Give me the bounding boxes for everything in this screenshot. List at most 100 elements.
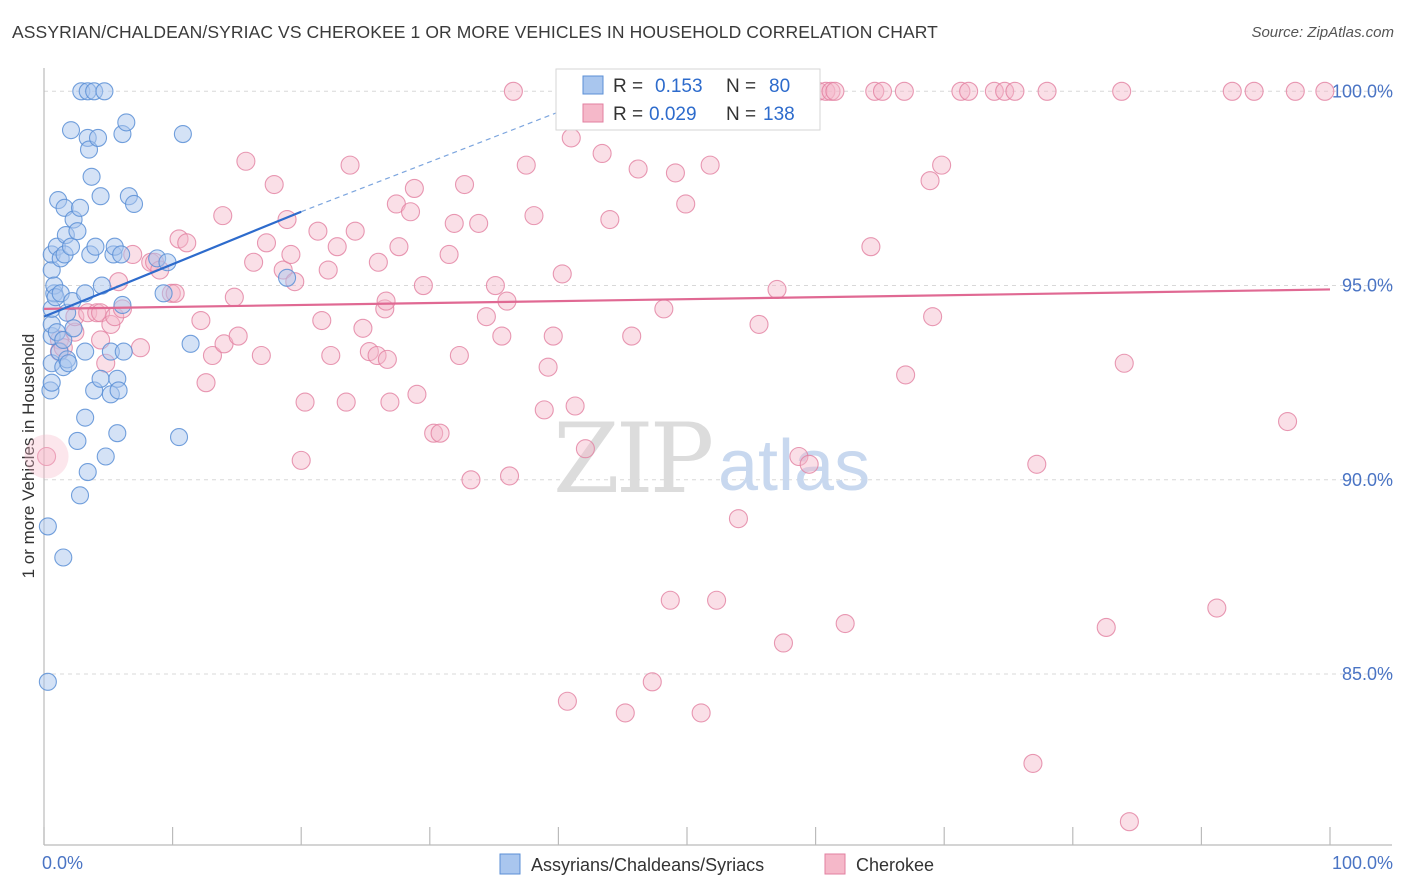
cherokee-point [835,614,855,634]
legend-swatch-blue [582,75,604,95]
cherokee-point [389,237,409,257]
legend-cherokee-swatch [824,853,846,875]
cherokee-point [499,466,520,486]
cherokee-point [923,307,943,327]
cherokee-point [894,81,914,101]
cherokee-point [676,194,696,214]
cherokee-point [789,446,809,467]
cherokee-point [469,213,489,233]
cherokee-point [691,703,711,723]
assyrians-point [70,486,90,505]
assyrians-point [112,245,131,264]
legend-assyrians-label[interactable]: Assyrians/Chaldeans/Syriacs [531,855,764,875]
cherokee-point [1315,81,1335,101]
cherokee-point [191,310,211,331]
legend-assyrians-swatch [499,853,521,875]
cherokee-point [430,423,450,443]
cherokee-point [177,233,197,253]
cherokee-point [600,209,620,230]
y-tick-label: 90.0% [1342,470,1393,490]
cherokee-point [728,509,748,529]
cherokee-point [565,396,585,416]
assyrians-point [82,167,101,186]
legend-cherokee-label[interactable]: Cherokee [856,855,934,875]
trend-lines [43,79,1331,318]
cherokee-point [534,400,554,420]
assyrians-point [173,124,192,144]
assyrians-point [59,354,78,373]
cherokee-point [377,349,397,369]
cherokee-point [368,252,388,272]
cherokee-point [444,213,464,233]
cherokee-point [707,590,727,610]
cherokee-point [407,384,427,404]
cherokee-point [380,392,400,412]
assyrians-point [95,82,114,101]
legend-pink-n-label: N = [726,104,756,125]
legend-blue-n-label: N = [726,76,756,97]
cherokee-point [524,206,544,226]
cherokee-point [1096,617,1116,637]
cherokee-point [400,202,421,222]
source-note[interactable]: Source: ZipAtlas.com [1251,24,1394,41]
cherokee-point [1278,411,1298,432]
cherokee-point [538,357,558,377]
assyrians-point [64,319,83,338]
cherokee-point [749,314,769,334]
assyrians-point [117,113,136,132]
watermark: ZIP atlas [553,403,870,515]
series-cherokee-points [24,81,1335,832]
cherokee-point [281,244,301,265]
cherokee-point [920,171,940,191]
assyrians-point [91,187,110,206]
assyrians-trend-extension [300,79,643,213]
watermark-atlas: atlas [718,426,870,506]
cherokee-point [825,81,845,101]
legend-series: Assyrians/Chaldeans/Syriacs Cherokee [499,853,934,875]
cherokee-point [665,163,685,183]
cherokee-point [291,450,311,470]
cherokee-point [353,318,373,338]
cherokee-point [202,345,223,366]
cherokee-point [615,703,635,723]
legend-blue-n-value: 80 [769,76,790,97]
legend-blue-r-label: R = [613,76,643,97]
cherokee-point [213,206,233,226]
cherokee-point [1023,753,1043,773]
assyrians-point [86,237,105,256]
legend-pink-r-value: 0.029 [649,104,697,125]
assyrians-point [278,268,297,287]
cherokee-trend-line [43,288,1331,310]
x-tick-labels: 0.0% 100.0% [42,853,1393,873]
cherokee-point [228,326,248,346]
cherokee-point [622,326,642,346]
cherokee-point [321,345,341,366]
cherokee-point [1285,81,1305,101]
assyrians-point [68,431,87,451]
y-tick-label: 100.0% [1332,81,1393,101]
cherokee-point [1119,812,1139,832]
x-ticks [43,827,1331,845]
cherokee-point [224,287,244,307]
assyrians-point [96,447,115,466]
assyrians-point [70,198,90,217]
cherokee-point [773,633,794,653]
cherokee-point [1027,454,1047,474]
cherokee-point [932,155,952,175]
assyrians-point [38,672,57,691]
assyrians-point [88,128,108,147]
cherokee-point [308,221,328,241]
x-tick-label-min: 0.0% [42,853,83,873]
cherokee-point [413,276,433,296]
y-tick-labels: 85.0% 90.0% 95.0% 100.0% [1332,81,1393,684]
cherokee-point [130,338,150,358]
assyrians-point [61,121,81,140]
y-axis-title: 1 or more Vehicles in Household [19,334,38,579]
cherokee-point [1244,81,1264,101]
assyrians-point [76,342,95,361]
assyrians-point [169,428,189,447]
assyrians-point [38,517,57,536]
cherokee-point [628,159,648,179]
series-assyrians-points [38,82,297,691]
cherokee-point [327,237,347,257]
